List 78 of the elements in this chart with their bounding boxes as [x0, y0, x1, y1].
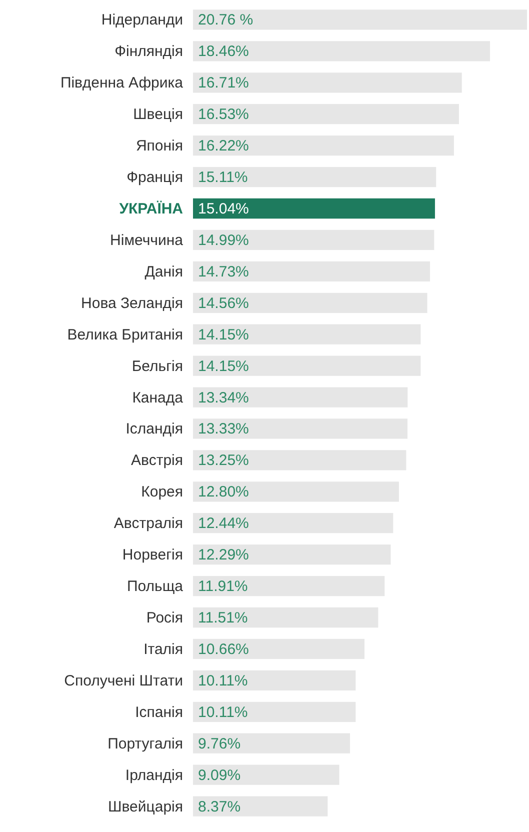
y-tick-label: УКРАЇНА [119, 200, 184, 218]
bar [193, 702, 356, 722]
bar [193, 261, 430, 282]
data-label: 14.15% [198, 326, 249, 344]
y-tick-label: Ірландія [125, 766, 183, 784]
bar [193, 387, 408, 408]
data-label: 14.99% [198, 232, 249, 249]
bar [193, 638, 365, 660]
y-tick-label: Росія [146, 610, 183, 626]
y-tick-label: Канада [132, 389, 184, 406]
bar [193, 356, 421, 376]
data-label: 16.53% [198, 106, 249, 124]
bar [193, 482, 399, 502]
data-label: 8.37% [198, 798, 241, 816]
y-tick-label: Австралія [114, 515, 183, 532]
bar [193, 796, 328, 816]
bar [193, 450, 406, 470]
data-label: 9.76% [198, 735, 241, 752]
bar [193, 513, 394, 534]
y-tick-label: Данія [144, 263, 183, 280]
data-label: 14.56% [198, 294, 249, 312]
data-label: 10.66% [198, 640, 249, 658]
y-tick-label: Польща [126, 578, 184, 596]
y-tick-label: Австрія [131, 452, 183, 470]
data-label: 15.11% [198, 169, 248, 186]
y-tick-label: Бельгія [132, 358, 183, 375]
bar [193, 292, 428, 313]
data-label: 10.11% [198, 704, 248, 721]
y-tick-label: Корея [141, 484, 183, 501]
bar [193, 166, 436, 188]
data-label: 13.25% [198, 452, 249, 470]
bar [193, 733, 350, 754]
data-label: 18.46% [198, 43, 249, 60]
y-tick-label: Ісландія [126, 420, 183, 438]
y-tick-label: Японія [136, 138, 183, 155]
data-label: 14.73% [198, 263, 249, 280]
bar [193, 764, 340, 785]
bar [193, 10, 527, 30]
bar [193, 544, 391, 565]
data-label: 10.11% [198, 672, 248, 690]
bar [193, 104, 459, 124]
y-tick-label: Іспанія [135, 704, 183, 721]
data-label: 20.76 % [198, 12, 254, 29]
y-tick-label: Сполучені Штати [64, 672, 183, 690]
y-tick-label: Південна Африка [60, 74, 184, 92]
bar [193, 198, 435, 219]
bar [193, 72, 462, 93]
data-label: 11.51% [198, 610, 248, 626]
y-tick-label: Швеція [133, 106, 183, 124]
y-tick-label: Італія [144, 640, 183, 658]
bar [193, 324, 421, 344]
bar [193, 576, 385, 596]
data-label: 12.29% [198, 546, 249, 564]
bar [193, 230, 434, 250]
data-label: 11.91% [198, 578, 248, 596]
y-tick-label: Нова Зеландія [81, 294, 183, 312]
data-label: 12.80% [198, 484, 249, 501]
data-label: 13.34% [198, 389, 249, 406]
bar [193, 607, 378, 628]
y-tick-label: Португалія [108, 735, 183, 752]
y-tick-label: Франція [126, 169, 183, 186]
data-label: 16.71% [198, 74, 249, 92]
y-tick-label: Нідерланди [101, 12, 183, 29]
y-tick-label: Німеччина [110, 232, 184, 249]
bar [193, 418, 408, 439]
data-label: 16.22% [198, 138, 249, 155]
y-tick-label: Швейцарія [108, 798, 183, 816]
bar [193, 41, 490, 62]
data-label: 13.33% [198, 420, 249, 438]
y-tick-label: Норвегія [122, 546, 183, 564]
bar [193, 670, 356, 690]
data-label: 15.04% [198, 200, 249, 218]
y-tick-label: Фінляндія [114, 43, 183, 60]
data-label: 14.15% [198, 358, 249, 375]
data-label: 9.09% [198, 766, 241, 784]
data-label: 12.44% [198, 515, 249, 532]
y-tick-label: Велика Британія [67, 326, 183, 344]
bar [193, 136, 454, 156]
